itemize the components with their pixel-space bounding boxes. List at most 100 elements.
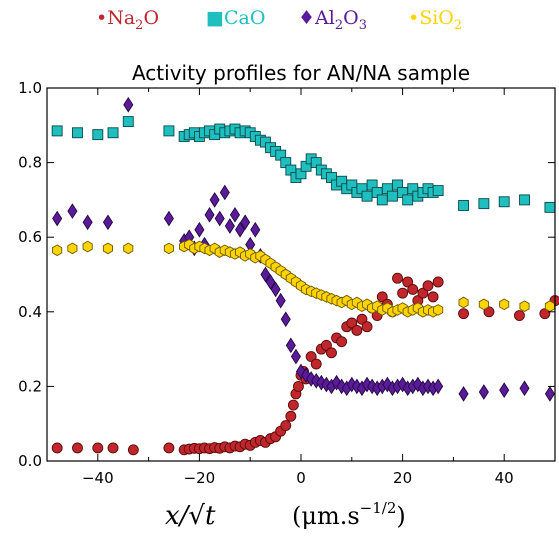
legend-item-cao: ■CaO [206,7,265,29]
data-point-cao [92,129,104,141]
data-point-na2o [351,325,363,336]
plot-frame [46,87,556,462]
data-point-al2o3 [219,184,230,201]
plot-area: −40 −20 0 20 40 0.0 0.2 0.4 0.6 0.8 1.0 [18,79,559,487]
y-tick-label: 0.0 [18,452,42,470]
data-point-na2o [458,308,470,320]
x-tick-label: 20 [393,469,412,487]
data-point-na2o [320,339,332,351]
x-tick-label: −40 [82,469,114,487]
data-point-na2o [336,336,348,348]
series-cao [51,116,556,213]
data-point-na2o [346,317,358,329]
data-point-cao [72,127,83,139]
data-point-al2o3 [275,292,286,309]
data-point-al2o3 [224,218,235,234]
x-axis-label-text: x/√t [165,501,216,531]
data-point-na2o [293,380,304,392]
data-point-na2o [361,321,373,333]
data-point-cao [361,190,373,202]
data-point-al2o3 [285,337,296,354]
data-point-al2o3 [123,96,134,113]
x-tick-label: 0 [296,469,306,487]
x-axis-unit: (μm.s−1/2) [292,499,406,530]
data-point-sio2 [123,242,134,255]
data-point-al2o3 [290,348,301,365]
data-point-na2o [432,276,444,288]
y-tick-label: 1.0 [18,79,42,97]
data-point-cao [519,194,530,206]
data-point-cao [163,125,175,137]
data-point-cao [376,194,388,206]
data-point-na2o [376,291,388,303]
data-point-al2o3 [499,382,510,398]
data-point-cao [478,198,490,210]
data-point-cao [51,125,63,137]
data-point-al2o3 [67,203,78,219]
data-point-na2o [407,283,419,295]
data-point-sio2 [478,298,489,311]
data-point-al2o3 [270,281,281,298]
data-point-al2o3 [240,214,251,231]
x-tick-label: −20 [184,469,216,487]
legend-item-al2o3: ♦Al2O3 [298,7,367,33]
data-point-na2o [127,444,139,456]
data-point-al2o3 [52,210,63,227]
data-point-cao [386,190,398,202]
data-point-na2o [285,410,297,422]
y-tick-label: 0.8 [18,154,42,172]
data-point-na2o [402,276,414,288]
data-point-al2o3 [265,274,276,290]
data-point-sio2 [458,296,469,309]
data-point-na2o [287,399,299,411]
series-al2o3 [52,96,555,402]
y-tick-label: 0.6 [18,228,42,246]
data-point-cao [122,116,134,128]
y-tick-label: 0.4 [18,303,42,321]
data-point-al2o3 [544,386,555,402]
data-point-al2o3 [163,210,174,227]
data-point-na2o [513,310,525,321]
data-point-al2o3 [204,206,215,223]
legend-item-na2o: •Na2O [96,7,159,33]
data-point-sio2 [82,240,93,253]
data-point-cao [107,127,119,139]
data-point-na2o [417,287,429,299]
data-point-al2o3 [82,214,93,231]
data-point-na2o [51,442,63,454]
data-point-na2o [356,313,368,325]
data-point-al2o3 [478,384,489,400]
data-point-na2o [326,347,337,359]
data-point-al2o3 [458,386,469,402]
data-point-sio2 [544,300,555,313]
data-point-na2o [72,442,83,454]
data-point-cao [432,185,444,197]
data-point-sio2 [52,244,63,257]
data-point-na2o [392,272,403,284]
data-point-al2o3 [250,221,261,238]
data-point-cao [498,196,510,208]
legend-item-sio2: •SiO2 [408,7,462,33]
x-axis-label: x/√t (μm.s−1/2) [165,499,406,531]
data-point-al2o3 [102,214,113,231]
legend: •Na2O ■CaO ♦Al2O3 •SiO2 [96,7,462,33]
chart-title: Activity profiles for AN/NA sample [132,61,470,85]
data-point-na2o [305,351,317,363]
data-point-al2o3 [433,378,444,395]
data-point-na2o [427,291,439,303]
data-point-na2o [539,308,551,320]
data-point-sio2 [519,300,530,313]
data-point-al2o3 [280,311,291,328]
x-tick-label: 40 [495,469,514,487]
data-point-na2o [107,442,119,454]
data-point-na2o [397,287,409,299]
series-sio2 [52,238,555,318]
data-point-cao [402,194,414,206]
data-point-cao [544,201,556,213]
data-point-sio2 [102,242,114,255]
y-tick-label: 0.2 [18,377,42,395]
data-point-al2o3 [209,192,220,208]
data-point-cao [458,200,470,211]
data-point-al2o3 [229,206,240,223]
data-point-al2o3 [235,221,246,238]
